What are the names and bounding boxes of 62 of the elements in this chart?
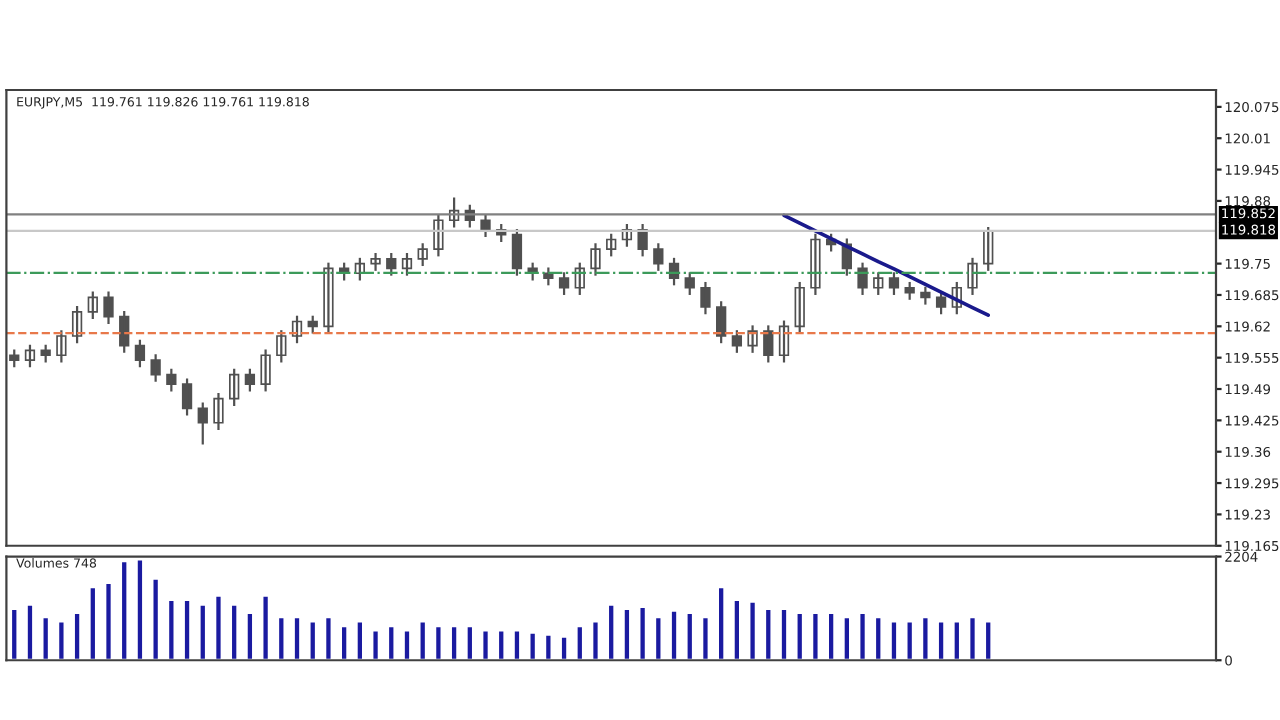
bar [983, 619, 994, 661]
bar [182, 598, 192, 661]
bar [56, 619, 67, 661]
bar [873, 615, 884, 661]
bar [449, 624, 460, 661]
bar [323, 615, 334, 661]
bar [920, 615, 931, 661]
bar [72, 611, 83, 661]
bar [574, 624, 585, 661]
bar [354, 619, 365, 661]
bar [810, 611, 821, 661]
bar [433, 624, 444, 661]
bar [213, 593, 224, 661]
bar [700, 615, 711, 661]
bar [826, 611, 837, 661]
bar [716, 585, 727, 661]
bar [779, 607, 789, 661]
bar [276, 615, 287, 661]
bar [951, 619, 962, 661]
bar [512, 628, 522, 661]
bar [9, 607, 20, 661]
bar [135, 557, 145, 661]
bar [684, 611, 695, 661]
bar [119, 559, 130, 661]
bar [292, 615, 302, 661]
bar [857, 611, 868, 661]
bar [307, 619, 318, 661]
bar [936, 619, 947, 661]
bar [103, 581, 114, 661]
bar [464, 624, 475, 661]
bar [496, 628, 507, 661]
bar [386, 624, 397, 661]
bar [967, 615, 978, 661]
bar [559, 634, 569, 661]
bar [621, 607, 632, 661]
bar [606, 602, 617, 661]
bar [763, 607, 774, 661]
bar [904, 619, 915, 661]
bar [527, 631, 538, 661]
bar [25, 602, 35, 661]
line-series [782, 213, 991, 318]
bar [637, 605, 648, 661]
bar [40, 615, 51, 661]
bar [889, 619, 899, 661]
bar [669, 608, 679, 661]
bar [150, 577, 161, 661]
bar [87, 585, 98, 661]
bar [653, 615, 664, 661]
bar [590, 619, 601, 661]
bar [166, 598, 177, 661]
bar [244, 611, 255, 661]
bar [402, 628, 412, 661]
bar [339, 624, 350, 661]
bar [543, 632, 554, 661]
bar [731, 598, 742, 661]
bar [794, 611, 805, 661]
bar [229, 602, 240, 661]
bar [197, 602, 208, 661]
bar [841, 615, 852, 661]
bar [747, 600, 758, 661]
bar [417, 619, 428, 661]
bar [260, 593, 271, 661]
